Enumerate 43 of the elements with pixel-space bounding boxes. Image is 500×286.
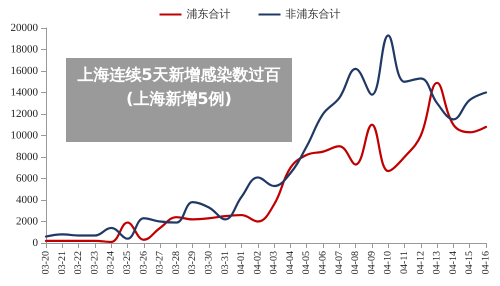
x-tick-label: 03-24	[106, 251, 117, 274]
x-tick-label: 03-22	[73, 251, 84, 274]
x-tick-label: 04-12	[415, 251, 426, 274]
x-tick-label: 04-10	[382, 251, 394, 274]
x-tick-label: 03-23	[89, 251, 100, 274]
x-tick-label: 03-30	[203, 251, 214, 274]
x-tick-label: 04-03	[268, 251, 280, 274]
x-tick-label: 04-02	[252, 251, 264, 274]
x-tick-label: 03-28	[170, 251, 182, 274]
y-tick-label: 14000	[10, 86, 38, 98]
x-tick-label: 04-08	[350, 251, 362, 274]
x-tick-label: 04-16	[480, 251, 492, 274]
legend-label: 浦东合计	[186, 8, 230, 20]
y-tick-label: 10000	[10, 130, 38, 142]
x-tick-label: 04-07	[334, 251, 345, 274]
x-tick-label: 03-21	[56, 251, 68, 274]
legend-label: 非浦东合计	[286, 8, 340, 20]
y-tick-label: 18000	[10, 44, 38, 56]
x-tick-label: 04-14	[448, 251, 459, 274]
y-tick-label: 12000	[10, 108, 38, 120]
y-tick-label: 4000	[16, 194, 38, 206]
y-tick-label: 0	[32, 237, 38, 249]
y-tick-label: 20000	[10, 22, 38, 34]
x-tick-label: 03-31	[220, 251, 231, 274]
x-tick-label: 04-13	[432, 251, 443, 274]
x-tick-label: 04-15	[464, 251, 476, 274]
x-tick-label: 04-01	[236, 251, 248, 274]
x-tick-label: 04-09	[366, 251, 378, 274]
x-tick-label: 04-05	[301, 251, 312, 274]
x-tick-label: 03-29	[187, 251, 198, 274]
x-tick-label: 03-27	[154, 251, 166, 274]
x-tick-label: 04-11	[399, 251, 410, 274]
y-tick-label: 2000	[16, 216, 38, 228]
x-tick-label: 03-25	[122, 251, 133, 274]
x-tick-label: 04-04	[284, 251, 296, 274]
x-tick-label: 03-20	[40, 251, 52, 274]
y-tick-label: 16000	[10, 65, 38, 77]
x-tick-label: 03-26	[138, 251, 150, 274]
text: 上海连续5天新增感染数过百(上海新增5例)	[76, 64, 282, 110]
x-tick-label: 04-06	[318, 251, 329, 274]
line-series	[44, 34, 488, 240]
y-tick-label: 6000	[16, 172, 38, 184]
y-tick-label: 8000	[16, 151, 38, 163]
